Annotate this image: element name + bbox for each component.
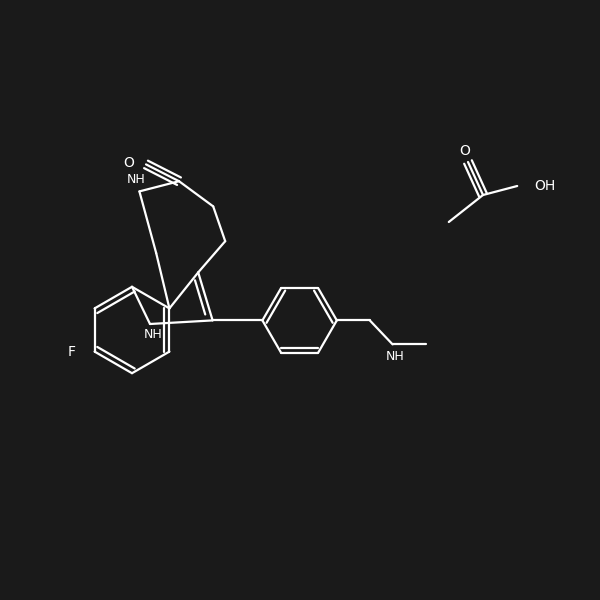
Text: NH: NH [143,328,163,341]
Text: O: O [123,156,134,170]
Text: OH: OH [534,179,555,193]
Text: NH: NH [386,350,405,363]
Text: F: F [67,344,76,359]
Text: O: O [460,144,470,158]
Text: NH: NH [127,173,146,186]
